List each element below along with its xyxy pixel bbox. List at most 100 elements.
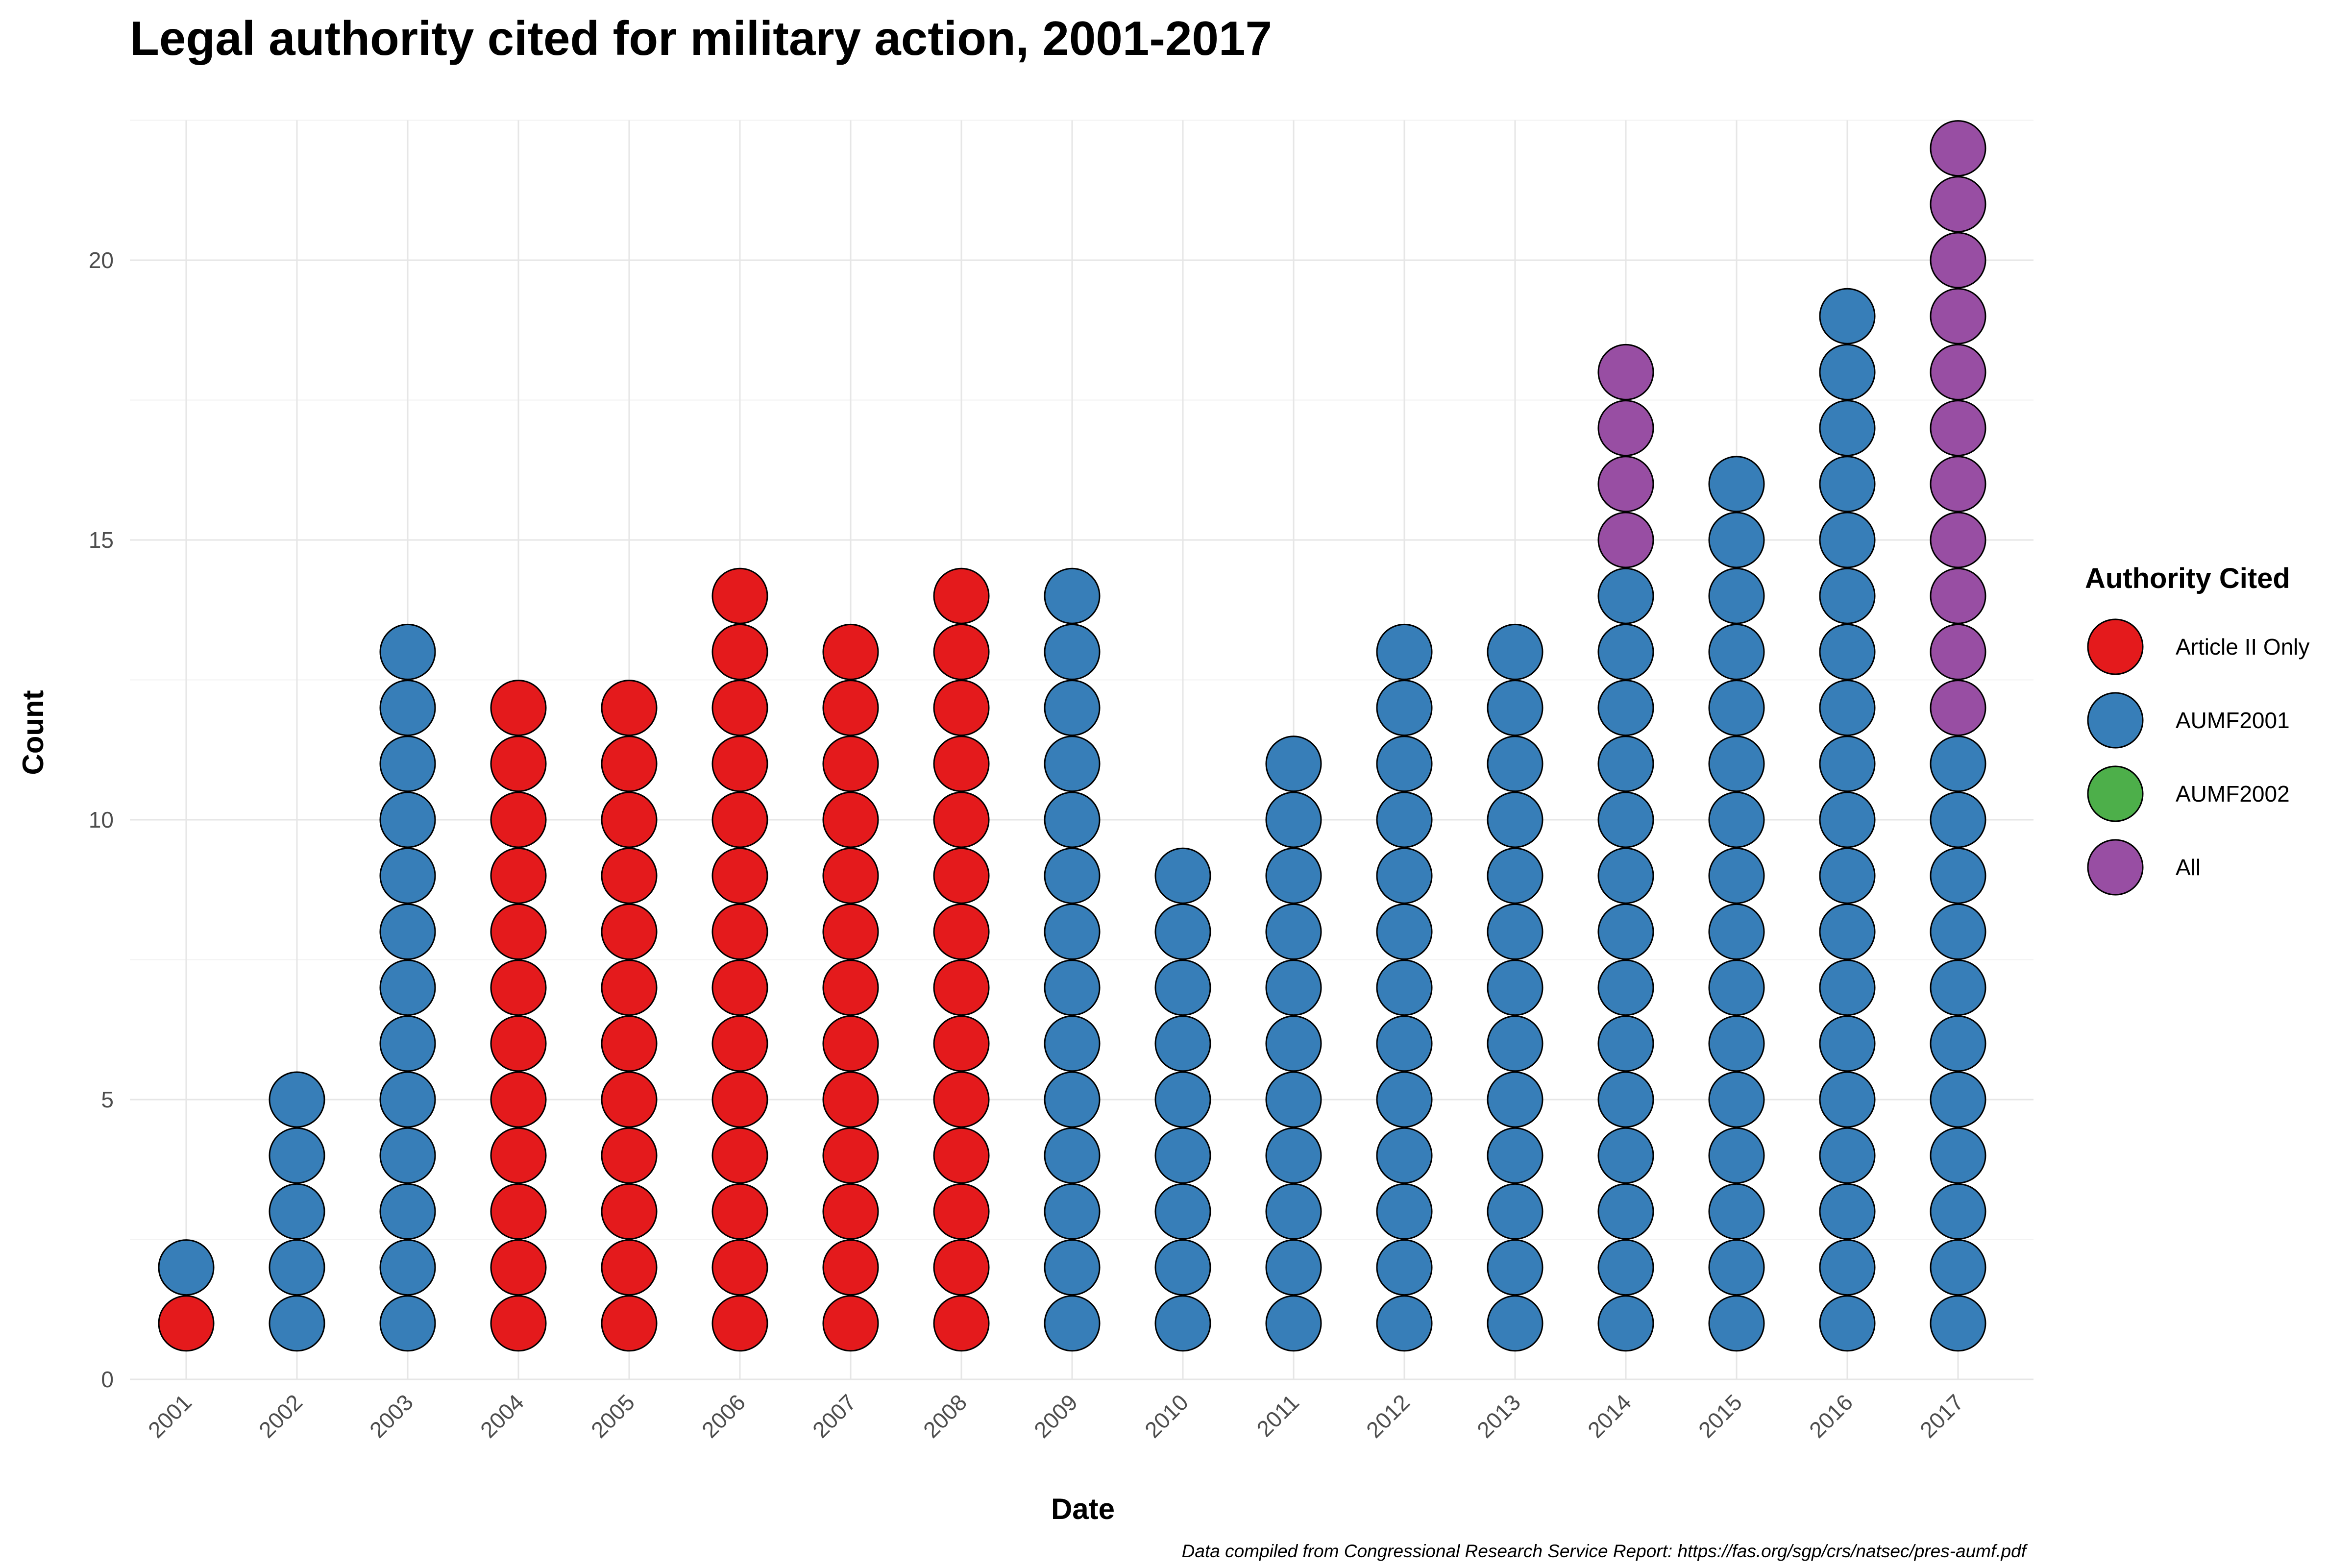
dot — [379, 735, 436, 792]
dot — [1597, 680, 1654, 736]
dot — [1597, 1183, 1654, 1240]
dot — [822, 680, 879, 736]
dot — [1708, 567, 1765, 624]
dot — [1044, 1239, 1101, 1296]
x-tick-label: 2008 — [918, 1389, 972, 1443]
dot — [1265, 847, 1322, 904]
dot — [1044, 847, 1101, 904]
x-tick-label: 2009 — [1029, 1389, 1082, 1443]
dot — [269, 1071, 325, 1128]
dot — [1597, 1127, 1654, 1184]
dot — [1930, 1071, 1986, 1128]
dot — [822, 1071, 879, 1128]
legend-label: AUMF2001 — [2176, 708, 2290, 733]
dot — [933, 1127, 990, 1184]
dot — [601, 1239, 658, 1296]
dot — [601, 1071, 658, 1128]
dot — [1044, 1071, 1101, 1128]
dot — [933, 791, 990, 848]
dot — [1376, 1127, 1433, 1184]
x-tick-label: 2005 — [586, 1389, 639, 1443]
legend-key — [2087, 839, 2144, 896]
dot — [1597, 791, 1654, 848]
dot — [1819, 567, 1876, 624]
legend-label: AUMF2002 — [2176, 781, 2290, 807]
dot — [1930, 1239, 1986, 1296]
dot — [1487, 1127, 1544, 1184]
dot — [1930, 735, 1986, 792]
dot — [490, 1127, 547, 1184]
y-tick-label: 15 — [89, 527, 114, 553]
dot — [1930, 903, 1986, 960]
dot — [1819, 735, 1876, 792]
legend-key — [2087, 765, 2144, 822]
dot — [933, 1295, 990, 1352]
dot — [269, 1295, 325, 1352]
dot — [1597, 512, 1654, 568]
dot — [1154, 959, 1211, 1016]
x-tick-label: 2013 — [1472, 1389, 1525, 1443]
dot — [1376, 1295, 1433, 1352]
dot — [1487, 735, 1544, 792]
dot — [1265, 903, 1322, 960]
dot — [1819, 1071, 1876, 1128]
dot — [1597, 959, 1654, 1016]
dot — [1154, 847, 1211, 904]
y-tick-label: 20 — [89, 247, 114, 273]
dot — [1708, 623, 1765, 680]
dot — [379, 1295, 436, 1352]
dot — [158, 1295, 215, 1352]
x-tick-label: 2011 — [1251, 1389, 1304, 1442]
dot — [933, 959, 990, 1016]
dot — [1376, 680, 1433, 736]
dot — [1708, 903, 1765, 960]
dot — [1930, 176, 1986, 233]
x-axis-title: Date — [1051, 1493, 1115, 1525]
x-tick-label: 2014 — [1583, 1389, 1636, 1443]
dot — [933, 680, 990, 736]
dot — [1376, 1239, 1433, 1296]
dot — [1154, 1183, 1211, 1240]
dot — [711, 903, 768, 960]
dot — [490, 1071, 547, 1128]
dot — [1819, 680, 1876, 736]
dot — [1708, 680, 1765, 736]
dot — [490, 847, 547, 904]
dot — [1597, 735, 1654, 792]
x-tick-label: 2006 — [697, 1389, 750, 1443]
dot — [1044, 680, 1101, 736]
dot — [822, 735, 879, 792]
dot — [1265, 1015, 1322, 1072]
dot — [490, 1183, 547, 1240]
dot — [379, 1183, 436, 1240]
dot — [1708, 735, 1765, 792]
dot — [1930, 959, 1986, 1016]
dot — [1930, 343, 1986, 400]
dot — [1487, 680, 1544, 736]
dot — [1708, 847, 1765, 904]
dot — [933, 1015, 990, 1072]
x-tick-label: 2010 — [1140, 1389, 1193, 1443]
dot — [933, 847, 990, 904]
dot — [1819, 1183, 1876, 1240]
plot-dots — [158, 120, 1986, 1352]
y-axis-title: Count — [17, 690, 49, 775]
dot — [1597, 567, 1654, 624]
dot — [1265, 1127, 1322, 1184]
dot — [379, 1127, 436, 1184]
dot — [1930, 120, 1986, 177]
dot — [601, 735, 658, 792]
x-tick-label: 2001 — [143, 1389, 196, 1443]
dot — [1487, 1295, 1544, 1352]
dot — [1819, 288, 1876, 344]
dot — [711, 1183, 768, 1240]
dot — [1265, 1239, 1322, 1296]
dot — [822, 847, 879, 904]
dot — [601, 1127, 658, 1184]
dot — [1376, 1015, 1433, 1072]
dot — [1930, 232, 1986, 289]
dot — [711, 791, 768, 848]
dot — [1708, 456, 1765, 513]
dot — [1930, 847, 1986, 904]
dot — [601, 680, 658, 736]
